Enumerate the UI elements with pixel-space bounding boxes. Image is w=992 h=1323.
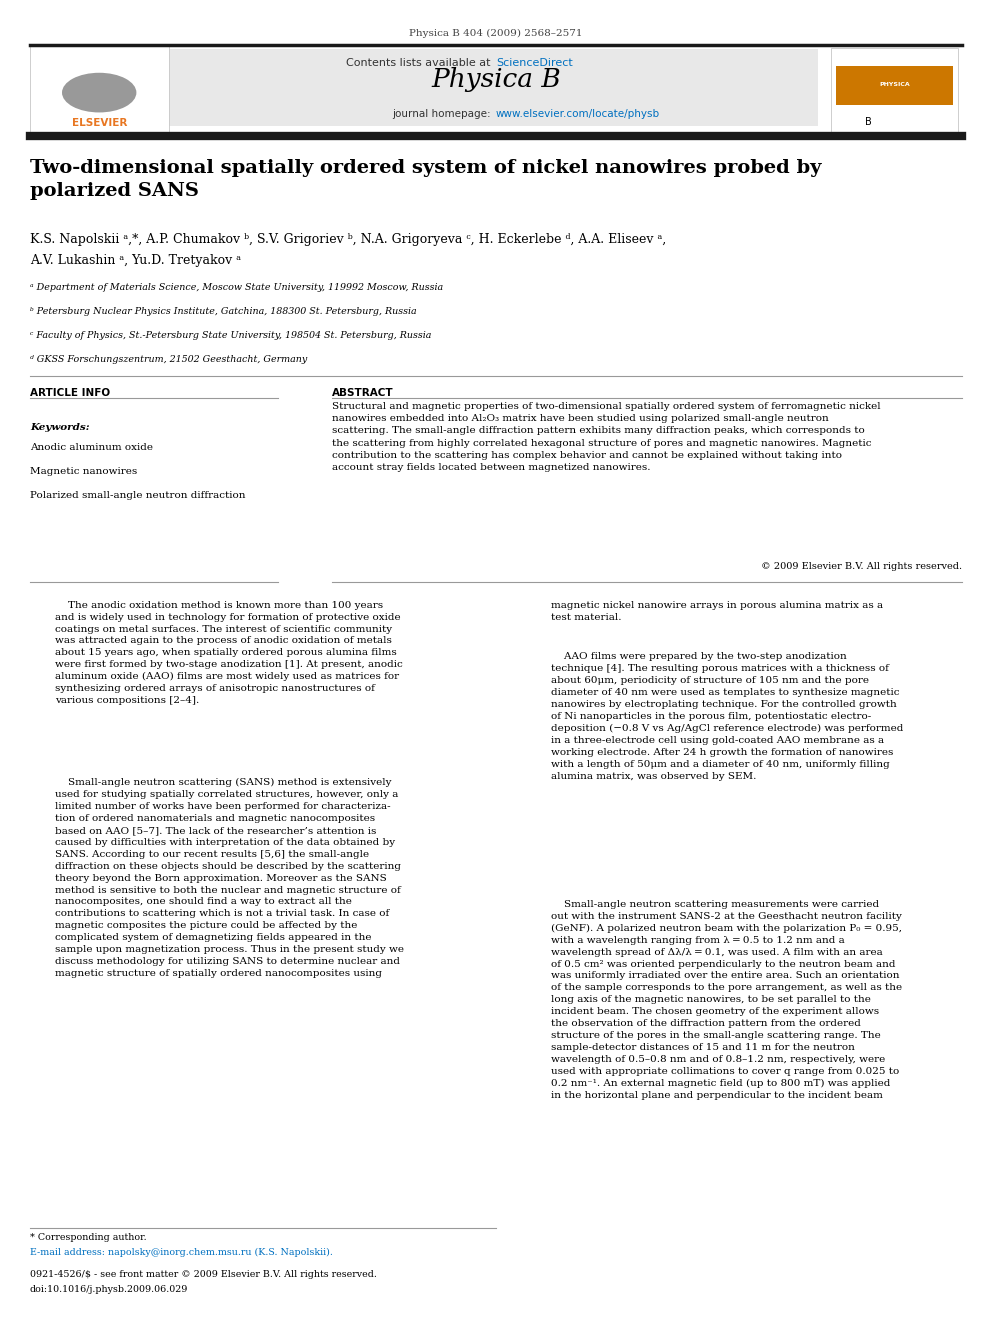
Text: ᶜ Faculty of Physics, St.-Petersburg State University, 198504 St. Petersburg, Ru: ᶜ Faculty of Physics, St.-Petersburg Sta… [30, 331, 432, 340]
Text: ᵃ Department of Materials Science, Moscow State University, 119992 Moscow, Russi: ᵃ Department of Materials Science, Mosco… [30, 283, 442, 292]
Text: www.elsevier.com/locate/physb: www.elsevier.com/locate/physb [496, 108, 660, 119]
Text: PHYSICA: PHYSICA [880, 82, 910, 87]
Text: ELSEVIER: ELSEVIER [71, 118, 127, 128]
Text: ABSTRACT: ABSTRACT [332, 388, 394, 398]
Ellipse shape [62, 73, 137, 112]
Text: doi:10.1016/j.physb.2009.06.029: doi:10.1016/j.physb.2009.06.029 [30, 1285, 188, 1294]
FancyBboxPatch shape [836, 66, 953, 105]
Text: Physica B 404 (2009) 2568–2571: Physica B 404 (2009) 2568–2571 [410, 29, 582, 38]
FancyBboxPatch shape [169, 49, 818, 126]
Text: ARTICLE INFO: ARTICLE INFO [30, 388, 110, 398]
Text: Small-angle neutron scattering (SANS) method is extensively
used for studying sp: Small-angle neutron scattering (SANS) me… [55, 778, 404, 978]
Text: Polarized small-angle neutron diffraction: Polarized small-angle neutron diffractio… [30, 491, 245, 500]
Text: * Corresponding author.: * Corresponding author. [30, 1233, 147, 1242]
Text: Keywords:: Keywords: [30, 423, 89, 433]
Text: ScienceDirect: ScienceDirect [496, 58, 572, 69]
Text: E-mail address: napolsky@inorg.chem.msu.ru (K.S. Napolskii).: E-mail address: napolsky@inorg.chem.msu.… [30, 1248, 332, 1257]
FancyBboxPatch shape [30, 46, 169, 135]
Text: Magnetic nanowires: Magnetic nanowires [30, 467, 137, 476]
Text: K.S. Napolskii ᵃ,*, A.P. Chumakov ᵇ, S.V. Grigoriev ᵇ, N.A. Grigoryeva ᶜ, H. Eck: K.S. Napolskii ᵃ,*, A.P. Chumakov ᵇ, S.V… [30, 233, 666, 246]
FancyBboxPatch shape [831, 48, 958, 134]
Text: journal homepage:: journal homepage: [392, 108, 494, 119]
Text: Structural and magnetic properties of two-dimensional spatially ordered system o: Structural and magnetic properties of tw… [332, 402, 881, 472]
Text: 0921-4526/$ - see front matter © 2009 Elsevier B.V. All rights reserved.: 0921-4526/$ - see front matter © 2009 El… [30, 1270, 377, 1279]
Text: A.V. Lukashin ᵃ, Yu.D. Tretyakov ᵃ: A.V. Lukashin ᵃ, Yu.D. Tretyakov ᵃ [30, 254, 241, 267]
Text: ᵈ GKSS Forschungszentrum, 21502 Geesthacht, Germany: ᵈ GKSS Forschungszentrum, 21502 Geesthac… [30, 355, 307, 364]
Text: Anodic aluminum oxide: Anodic aluminum oxide [30, 443, 153, 452]
Text: Two-dimensional spatially ordered system of nickel nanowires probed by
polarized: Two-dimensional spatially ordered system… [30, 159, 821, 200]
Text: Contents lists available at: Contents lists available at [346, 58, 494, 69]
Text: © 2009 Elsevier B.V. All rights reserved.: © 2009 Elsevier B.V. All rights reserved… [761, 562, 962, 572]
Text: Small-angle neutron scattering measurements were carried
out with the instrument: Small-angle neutron scattering measureme… [551, 900, 902, 1099]
Text: AAO films were prepared by the two-step anodization
technique [4]. The resulting: AAO films were prepared by the two-step … [551, 652, 903, 781]
Text: B: B [865, 116, 871, 127]
Text: Physica B: Physica B [432, 67, 560, 91]
Text: ᵇ Petersburg Nuclear Physics Institute, Gatchina, 188300 St. Petersburg, Russia: ᵇ Petersburg Nuclear Physics Institute, … [30, 307, 417, 316]
Text: magnetic nickel nanowire arrays in porous alumina matrix as a
test material.: magnetic nickel nanowire arrays in porou… [551, 601, 883, 622]
Text: The anodic oxidation method is known more than 100 years
and is widely used in t: The anodic oxidation method is known mor… [55, 601, 403, 705]
